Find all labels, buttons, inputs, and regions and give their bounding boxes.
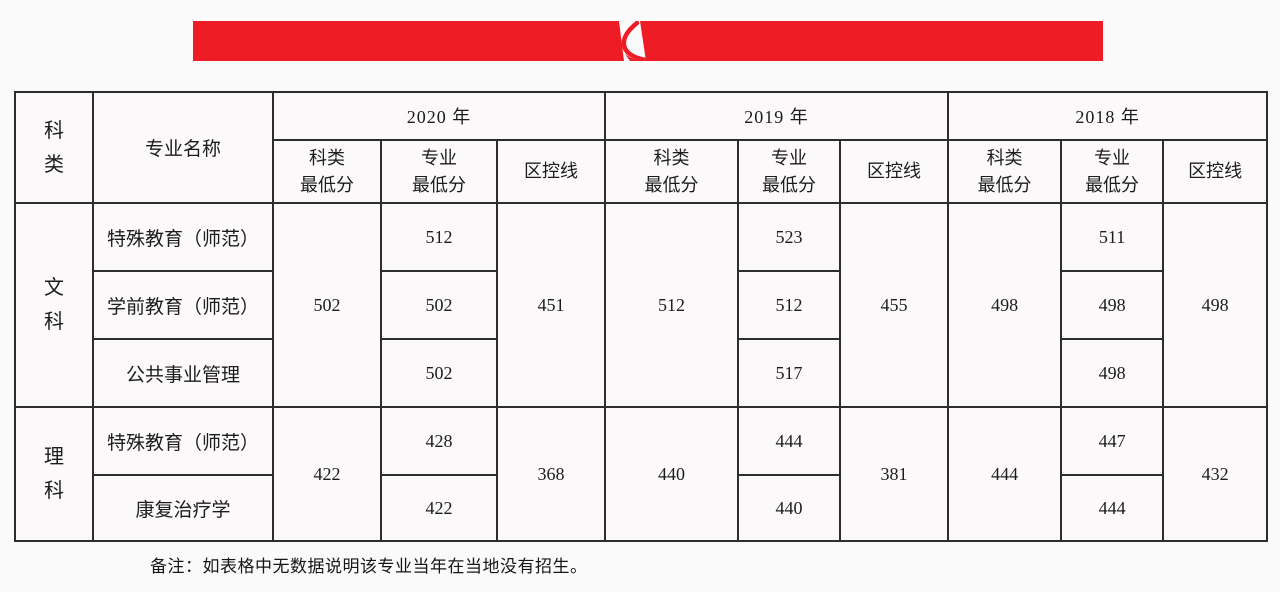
table-row: 科 类 专业名称 2020 年 2019 年 2018 年 bbox=[14, 91, 1269, 204]
footnote: 备注：如表格中无数据说明该专业当年在当地没有招生。 bbox=[150, 557, 588, 576]
cell-2019-control-line: 381 bbox=[839, 406, 950, 542]
table-row: 康复治疗学 422 440 444 bbox=[15, 474, 1267, 542]
table-row: 公共事业管理 502 517 498 bbox=[15, 338, 1267, 408]
cell-major-name: 特殊教育（师范） bbox=[92, 202, 274, 272]
cell-2018-major-min: 444 bbox=[1060, 474, 1165, 542]
cell-major-name: 学前教育（师范） bbox=[92, 270, 274, 340]
table-row: 理 科 特殊教育（师范） 422 428 368 440 444 381 444… bbox=[14, 406, 1269, 542]
cell-2018-major-min: 511 bbox=[1060, 202, 1165, 272]
cell-2018-control-line: 498 bbox=[1162, 202, 1269, 408]
cell-2020-major-min: 422 bbox=[380, 474, 498, 542]
cell-2020-major-min: 512 bbox=[380, 202, 498, 272]
cell-category-science: 理 科 bbox=[14, 406, 94, 542]
header-category: 科 类 bbox=[14, 91, 94, 204]
header-year-2020: 2020 年 bbox=[271, 91, 607, 141]
cell-2018-category-min: 498 bbox=[947, 202, 1063, 408]
cell-2020-major-min: 502 bbox=[380, 338, 498, 408]
header-2020-control-line: 区控线 bbox=[495, 139, 607, 204]
scores-table: 科 类 专业名称 2020 年 2019 年 2018 年 科类 最低分 专业 … bbox=[14, 91, 1269, 542]
cell-2018-category-min: 444 bbox=[947, 406, 1063, 542]
header-year-2018: 2018 年 bbox=[947, 91, 1269, 141]
table-row: 学前教育（师范） 502 512 498 bbox=[15, 270, 1267, 340]
cell-2018-major-min: 498 bbox=[1060, 270, 1165, 340]
cell-2020-control-line: 451 bbox=[495, 202, 607, 408]
cell-2019-major-min: 523 bbox=[737, 202, 842, 272]
header-2019-major-min: 专业 最低分 bbox=[737, 139, 842, 204]
cell-major-name: 特殊教育（师范） bbox=[92, 406, 274, 476]
cell-2020-control-line: 368 bbox=[495, 406, 607, 542]
header-2018-major-min: 专业 最低分 bbox=[1060, 139, 1165, 204]
header-2019-control-line: 区控线 bbox=[839, 139, 950, 204]
cell-major-name: 康复治疗学 bbox=[92, 474, 274, 542]
header-2020-major-min: 专业 最低分 bbox=[380, 139, 498, 204]
header-2020-category-min: 科类 最低分 bbox=[272, 139, 382, 204]
header-year-2019: 2019 年 bbox=[604, 91, 950, 141]
cell-major-name: 公共事业管理 bbox=[92, 338, 274, 408]
cell-2019-control-line: 455 bbox=[839, 202, 950, 408]
table-row: 科类 最低分 专业 最低分 区控线 科类 最低分 专业 最低分 区控线 科类 最… bbox=[15, 139, 1269, 204]
cell-2020-category-min: 422 bbox=[272, 406, 382, 542]
cell-2020-major-min: 502 bbox=[380, 270, 498, 340]
cell-2019-major-min: 517 bbox=[737, 338, 842, 408]
cell-2019-major-min: 444 bbox=[737, 406, 842, 476]
banner-brush-stroke-icon bbox=[619, 21, 649, 61]
cell-2020-category-min: 502 bbox=[272, 202, 382, 408]
table-row: 文 科 特殊教育（师范） 502 512 451 512 523 455 498… bbox=[14, 202, 1269, 408]
cell-category-liberal-arts: 文 科 bbox=[14, 202, 94, 408]
header-2019-category-min: 科类 最低分 bbox=[604, 139, 740, 204]
cell-2019-category-min: 440 bbox=[604, 406, 740, 542]
cell-2018-major-min: 447 bbox=[1060, 406, 1165, 476]
cell-2018-control-line: 432 bbox=[1162, 406, 1269, 542]
cell-2019-major-min: 512 bbox=[737, 270, 842, 340]
cell-2018-major-min: 498 bbox=[1060, 338, 1165, 408]
header-2018-control-line: 区控线 bbox=[1162, 139, 1269, 204]
header-major-name: 专业名称 bbox=[92, 91, 274, 204]
title-banner bbox=[193, 21, 1103, 61]
cell-2019-category-min: 512 bbox=[604, 202, 740, 408]
cell-2020-major-min: 428 bbox=[380, 406, 498, 476]
header-2018-category-min: 科类 最低分 bbox=[947, 139, 1063, 204]
cell-2019-major-min: 440 bbox=[737, 474, 842, 542]
